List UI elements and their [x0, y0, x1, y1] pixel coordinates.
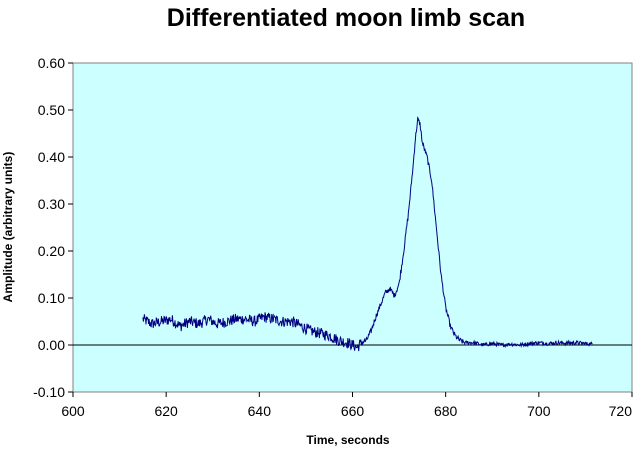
- y-tick-label: 0.40: [38, 149, 65, 165]
- y-tick-label: 0.30: [38, 196, 65, 212]
- y-tick-label: -0.10: [33, 384, 65, 400]
- series-line-0: [142, 116, 593, 352]
- x-tick-label: 640: [248, 403, 272, 419]
- y-tick-label: 0.10: [38, 290, 65, 306]
- x-tick-label: 660: [341, 403, 365, 419]
- x-axis: 600 620 640 660 680 700 720: [61, 392, 633, 419]
- y-axis: -0.10 0.00 0.10 0.20 0.30 0.40 0.50 0.60: [33, 55, 73, 400]
- series-group: [142, 116, 593, 352]
- y-tick-label: 0.60: [38, 55, 65, 71]
- x-axis-label: Time, seconds: [306, 433, 389, 447]
- x-tick-label: 620: [154, 403, 178, 419]
- x-tick-label: 720: [609, 403, 633, 419]
- chart-title: Differentiated moon limb scan: [167, 4, 525, 32]
- y-tick-label: 0.20: [38, 243, 65, 259]
- x-tick-label: 700: [527, 403, 551, 419]
- x-tick-label: 600: [61, 403, 85, 419]
- y-tick-label: 0.00: [38, 337, 65, 353]
- plot-area: [72, 62, 633, 393]
- y-tick-label: 0.50: [38, 102, 65, 118]
- y-axis-label: Amplitude (arbitrary units): [1, 152, 15, 303]
- x-tick-label: 680: [434, 403, 458, 419]
